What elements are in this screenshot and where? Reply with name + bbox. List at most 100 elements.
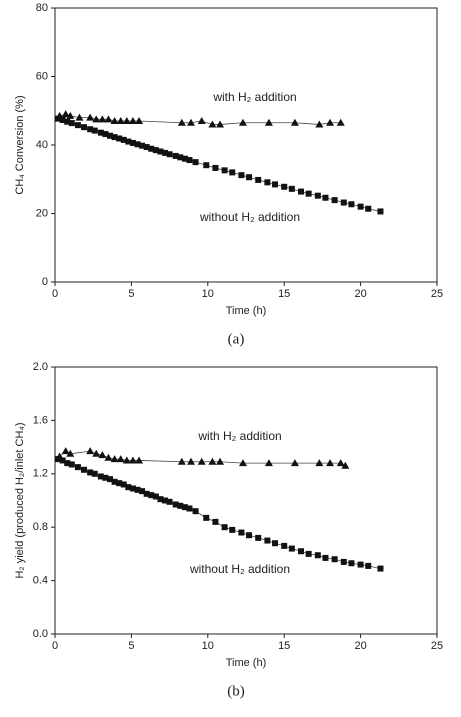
triangle-marker [86,113,95,121]
triangle-marker [61,447,70,455]
triangle-marker [264,118,273,126]
x-tick-label: 20 [354,640,366,652]
triangle-marker [110,117,119,125]
square-marker [143,490,150,497]
y-tick-label: 2.0 [33,361,48,373]
square-marker [68,461,75,468]
triangle-marker [264,459,273,467]
square-marker [192,159,199,166]
square-marker [322,554,329,561]
square-marker [272,181,279,188]
triangle-marker [216,120,225,128]
y-tick-label: 0.0 [33,628,48,640]
triangle-marker [104,115,113,123]
square-marker [298,548,305,555]
triangle-marker [177,457,186,465]
y-tick-label: 1.6 [33,414,48,426]
square-marker [102,474,109,481]
square-marker [81,124,88,131]
caption: (b) [227,683,245,699]
triangle-marker [128,117,137,125]
square-marker [59,457,66,464]
square-marker [186,157,193,164]
square-marker [212,164,219,171]
square-marker [91,470,98,477]
square-marker [116,480,123,487]
square-marker [87,469,94,476]
square-marker [348,201,355,208]
triangle-marker [92,449,101,457]
square-marker [288,185,295,192]
triangle-marker [186,118,195,126]
y-tick-label: 40 [36,139,48,151]
triangle-marker [66,111,75,119]
square-marker [238,172,245,179]
square-marker [314,552,321,559]
square-marker [97,473,104,480]
y-axis-label: CH₄ Conversion (%) [14,95,26,194]
square-marker [129,485,136,492]
square-marker [55,115,62,122]
square-marker [139,488,146,495]
square-marker [172,501,179,508]
series-annotation: with H₂ addition [212,90,296,104]
plot-frame [54,366,438,635]
triangle-marker [177,118,186,126]
square-marker [55,456,62,463]
triangle-marker [341,461,350,469]
square-marker [129,139,136,146]
triangle-marker [75,113,84,121]
square-marker [298,188,305,195]
square-marker [64,118,71,125]
square-marker [68,120,75,127]
triangle-marker [104,453,113,461]
square-marker [125,484,132,491]
x-axis-label: Time (h) [226,657,267,669]
square-marker [172,152,179,159]
x-tick-label: 25 [431,640,443,652]
square-marker [74,464,81,471]
triangle-marker [66,449,75,457]
caption: (a) [228,331,245,347]
x-tick-label: 20 [354,288,366,300]
square-marker [281,183,288,190]
triangle-marker [135,456,144,464]
triangle-marker [336,118,345,126]
triangle-marker [128,456,137,464]
square-marker [81,466,88,473]
square-marker [331,556,338,563]
square-marker [340,558,347,565]
x-tick-label: 10 [202,640,214,652]
square-marker [255,534,262,541]
triangle-marker [122,456,131,464]
y-tick-label: 20 [36,207,48,219]
square-marker [181,155,188,162]
square-marker [203,162,210,169]
square-marker [377,208,384,215]
square-marker [365,562,372,569]
square-marker [357,561,364,568]
triangle-marker [238,118,247,126]
y-tick-label: 0.4 [33,575,48,587]
triangle-marker [326,118,335,126]
triangle-marker [86,447,95,455]
square-marker [59,116,66,123]
triangle-marker [208,120,217,128]
square-marker [264,537,271,544]
x-tick-label: 10 [202,288,214,300]
square-marker [107,132,114,139]
y-tick-label: 1.2 [33,468,48,480]
triangle-marker [61,110,70,118]
triangle-marker [122,117,131,125]
square-marker [229,169,236,176]
triangle-marker [116,117,125,125]
triangle-marker [290,459,299,467]
square-marker [365,205,372,212]
triangle-marker [208,457,217,465]
triangle-marker [110,455,119,463]
square-marker [322,194,329,201]
triangle-marker [197,117,206,125]
square-marker [255,176,262,183]
x-tick-label: 25 [431,288,443,300]
square-marker [238,529,245,536]
